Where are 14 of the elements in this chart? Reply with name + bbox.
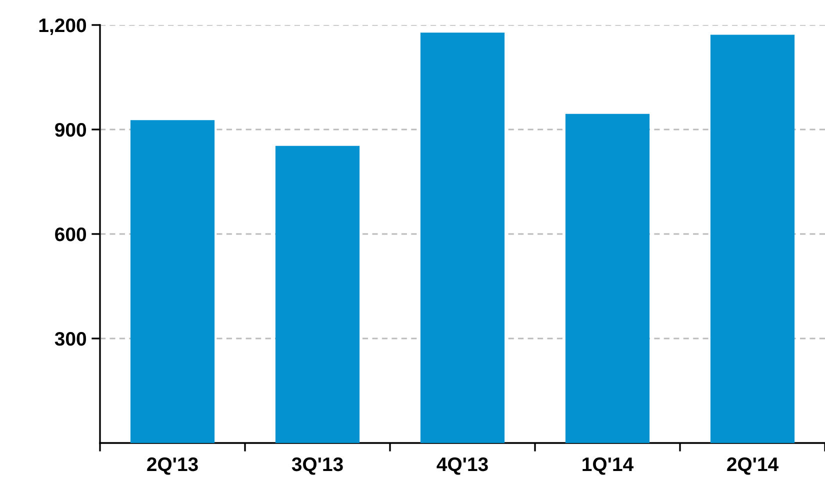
x-tick-label: 4Q'13 [436,457,488,475]
bar [565,114,650,443]
x-tick-label: 2Q'14 [727,457,778,475]
y-tick-label: 600 [55,227,86,242]
x-tick-label: 2Q'13 [147,457,198,475]
y-tick-label: 300 [54,332,86,346]
bar [710,34,795,443]
y-tick-label: 1,200 [39,18,86,36]
y-tick-label: 900 [55,122,86,137]
bar [130,120,215,443]
bar [420,32,505,443]
bar [275,146,360,443]
x-tick-label: 1Q'14 [582,457,634,475]
x-tick-label: 3Q'13 [292,457,343,475]
